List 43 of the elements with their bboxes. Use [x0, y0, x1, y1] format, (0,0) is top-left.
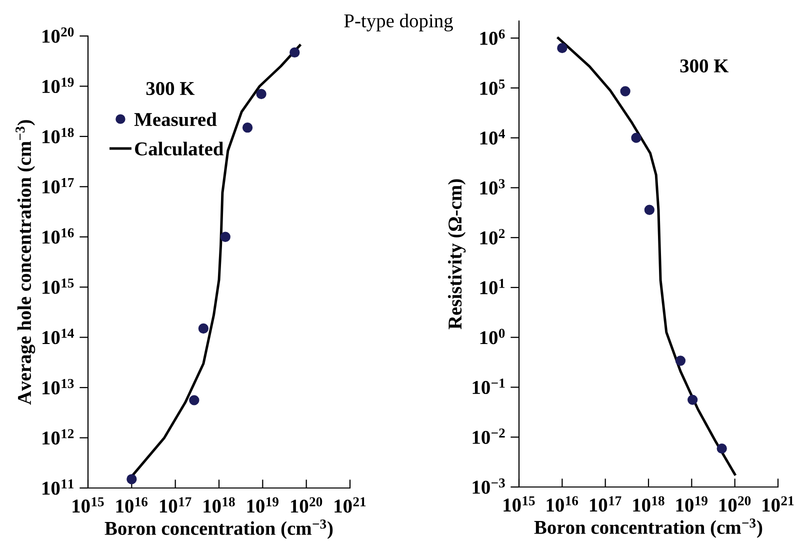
y-tick-label: 10$^{5}$ [480, 80, 505, 95]
y-tick-label: 10$^{2}$ [480, 228, 505, 244]
x-tick-label: 10$^{18}$ [633, 496, 664, 512]
y-tick-label: 10$^{13}$ [42, 378, 74, 394]
y-axis-title: Average hole concentration (cm$^{−3}$) [16, 120, 36, 405]
y-axis-title: Resistivity (Ω-cm) [448, 179, 466, 330]
x-tick-label: 10$^{21}$ [334, 497, 366, 513]
legend-label: Measured [134, 112, 217, 126]
y-tick-label: 10$^{−2}$ [472, 428, 505, 444]
x-tick-label: 10$^{19}$ [247, 497, 278, 513]
y-tick-label: 10$^{0}$ [480, 328, 505, 344]
annotation: 300 K [146, 82, 195, 96]
annotation: 300 K [680, 59, 729, 72]
x-tick-label: 10$^{15}$ [72, 497, 104, 513]
y-tick-label: 10$^{4}$ [480, 129, 505, 145]
y-tick-label: 10$^{14}$ [42, 328, 74, 344]
y-tick-label: 10$^{17}$ [42, 178, 74, 194]
x-tick-label: 10$^{16}$ [116, 497, 148, 513]
x-axis-title: Boron concentration (cm$^{−3}$) [534, 518, 762, 538]
y-tick-label: 10$^{18}$ [42, 128, 74, 144]
x-tick-label: 10$^{20}$ [719, 496, 751, 512]
y-tick-label: 10$^{12}$ [42, 429, 74, 445]
x-tick-label: 10$^{21}$ [762, 496, 794, 512]
y-tick-label: 10$^{20}$ [42, 27, 74, 43]
y-tick-label: 10$^{15}$ [42, 278, 74, 294]
y-tick-label: 10$^{−1}$ [472, 378, 505, 394]
x-tick-label: 10$^{18}$ [204, 497, 235, 513]
x-tick-label: 10$^{17}$ [590, 496, 622, 512]
y-tick-label: 10$^{6}$ [480, 29, 505, 45]
x-tick-label: 10$^{17}$ [160, 497, 192, 513]
y-tick-label: 10$^{3}$ [480, 179, 505, 195]
x-tick-label: 10$^{15}$ [504, 496, 535, 512]
y-tick-label: 10$^{16}$ [42, 228, 74, 244]
legend-label: Calculated [135, 142, 224, 156]
y-tick-label: 10$^{19}$ [42, 78, 74, 94]
y-tick-label: 10$^{−3}$ [472, 478, 505, 494]
y-tick-label: 10$^{11}$ [42, 479, 74, 495]
text: P-type doping [344, 14, 453, 32]
x-tick-label: 10$^{16}$ [546, 496, 578, 512]
x-tick-label: 10$^{19}$ [676, 496, 708, 512]
x-axis-title: Boron concentration (cm$^{−3}$) [104, 520, 333, 539]
y-tick-label: 10$^{1}$ [480, 278, 504, 294]
x-tick-label: 10$^{20}$ [290, 497, 322, 513]
